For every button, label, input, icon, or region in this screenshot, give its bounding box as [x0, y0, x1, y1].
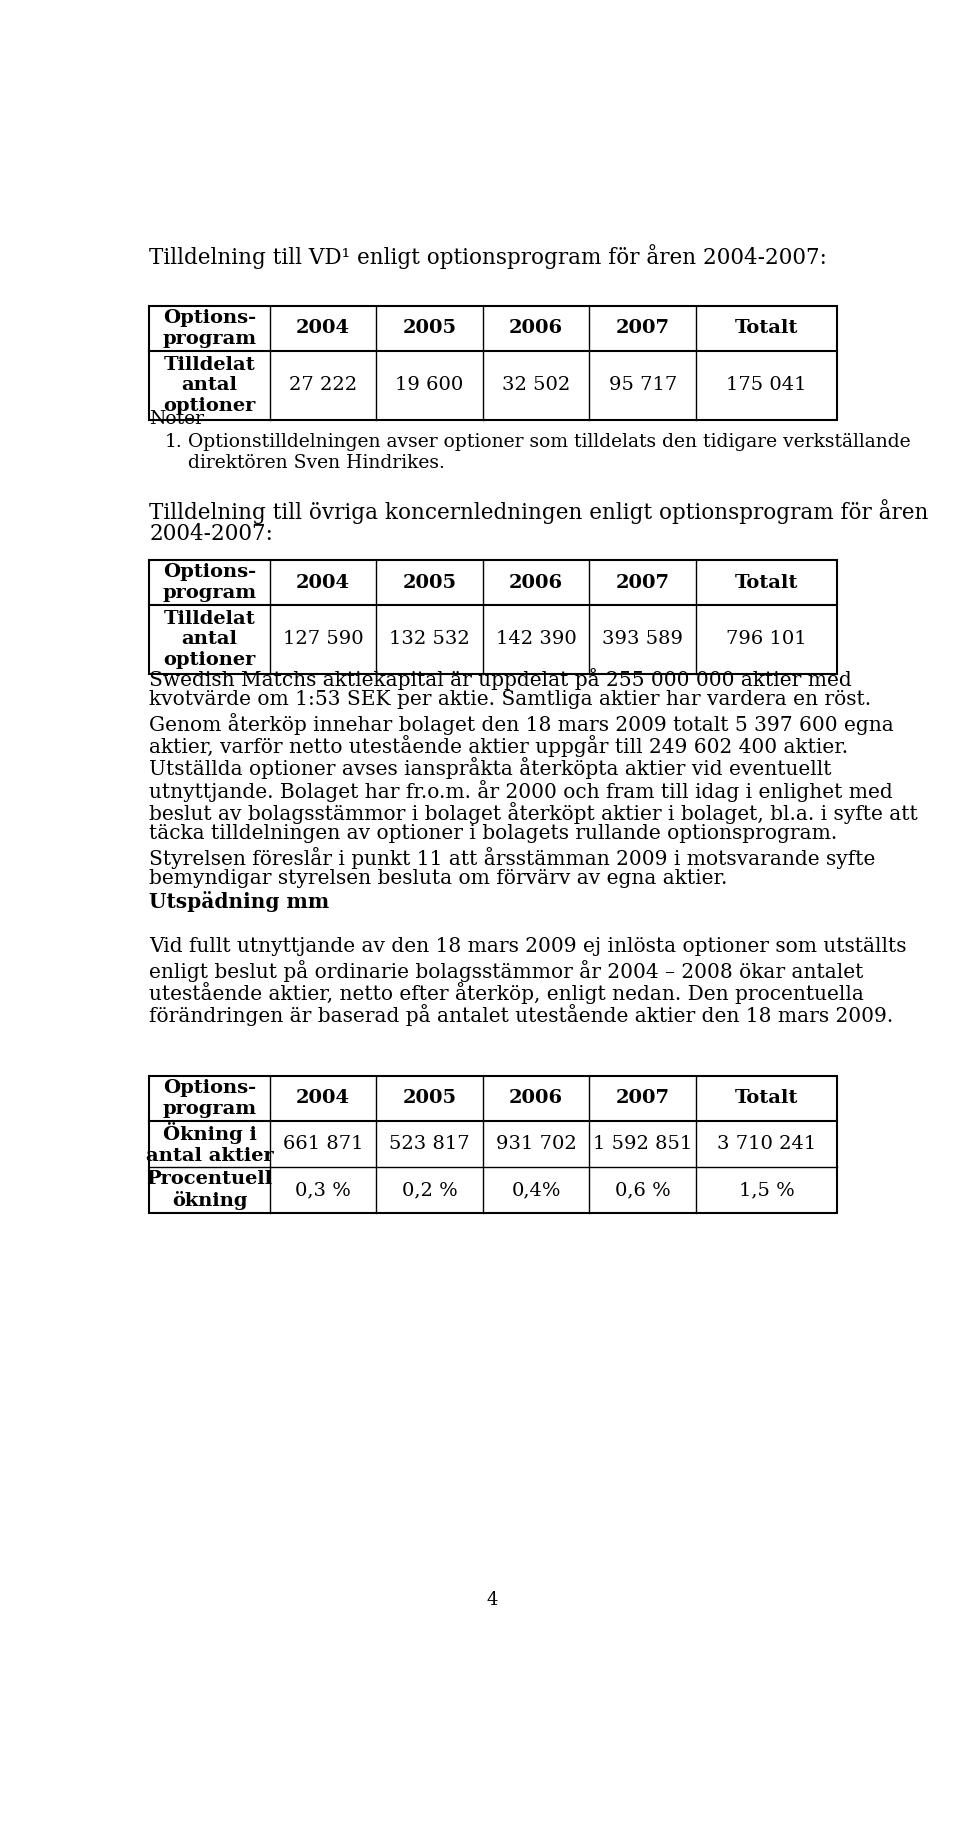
Text: Utspädning mm: Utspädning mm [150, 892, 329, 912]
Text: 3 710 241: 3 710 241 [717, 1134, 816, 1152]
Text: 2006: 2006 [509, 573, 564, 592]
Text: 661 871: 661 871 [283, 1134, 363, 1152]
Text: Swedish Matchs aktiekapital är uppdelat på 255 000 000 aktier med: Swedish Matchs aktiekapital är uppdelat … [150, 669, 852, 691]
Text: 2005: 2005 [402, 573, 457, 592]
Text: 95 717: 95 717 [609, 376, 677, 394]
Text: Totalt: Totalt [734, 1090, 798, 1107]
Text: 2004: 2004 [296, 573, 350, 592]
Text: 127 590: 127 590 [282, 630, 363, 649]
Text: 27 222: 27 222 [289, 376, 357, 394]
Bar [150, 306, 837, 420]
Text: 2004-2007:: 2004-2007: [150, 524, 274, 546]
Text: 523 817: 523 817 [389, 1134, 469, 1152]
Text: förändringen är baserad på antalet utestående aktier den 18 mars 2009.: förändringen är baserad på antalet utest… [150, 1004, 894, 1026]
Text: Procentuell
ökning: Procentuell ökning [147, 1171, 273, 1211]
Text: täcka tilldelningen av optioner i bolagets rullande optionsprogram.: täcka tilldelningen av optioner i bolage… [150, 824, 838, 843]
Text: 32 502: 32 502 [502, 376, 570, 394]
Text: 2007: 2007 [615, 319, 670, 337]
Text: utestående aktier, netto efter återköp, enligt nedan. Den procentuella: utestående aktier, netto efter återköp, … [150, 982, 864, 1004]
Text: Tilldelat
antal
optioner: Tilldelat antal optioner [163, 610, 255, 669]
Text: 0,6 %: 0,6 % [614, 1182, 670, 1198]
Text: Tilldelat
antal
optioner: Tilldelat antal optioner [163, 355, 255, 416]
Text: 2004: 2004 [296, 1090, 350, 1107]
Text: Optionstilldelningen avser optioner som tilldelats den tidigare verkställande
di: Optionstilldelningen avser optioner som … [188, 432, 911, 473]
Text: Options-
program: Options- program [162, 562, 256, 603]
Text: 1 592 851: 1 592 851 [593, 1134, 692, 1152]
Text: 2006: 2006 [509, 1090, 564, 1107]
Text: kvotvärde om 1:53 SEK per aktie. Samtliga aktier har vardera en röst.: kvotvärde om 1:53 SEK per aktie. Samtlig… [150, 691, 872, 709]
Text: 0,3 %: 0,3 % [295, 1182, 351, 1198]
Text: 2005: 2005 [402, 319, 457, 337]
Bar [150, 561, 837, 674]
Text: 796 101: 796 101 [726, 630, 806, 649]
Text: 2007: 2007 [615, 573, 670, 592]
Text: bemyndigar styrelsen besluta om förvärv av egna aktier.: bemyndigar styrelsen besluta om förvärv … [150, 868, 728, 889]
Text: 2007: 2007 [615, 1090, 670, 1107]
Text: 142 390: 142 390 [495, 630, 577, 649]
Text: aktier, varför netto utestående aktier uppgår till 249 602 400 aktier.: aktier, varför netto utestående aktier u… [150, 735, 849, 757]
Text: Noter: Noter [150, 410, 204, 429]
Text: enligt beslut på ordinarie bolagsstämmor år 2004 – 2008 ökar antalet: enligt beslut på ordinarie bolagsstämmor… [150, 960, 864, 982]
Text: Utställda optioner avses ianspråkta återköpta aktier vid eventuellt: Utställda optioner avses ianspråkta åter… [150, 757, 832, 779]
Text: Totalt: Totalt [734, 319, 798, 337]
Text: 931 702: 931 702 [495, 1134, 577, 1152]
Text: Options-
program: Options- program [162, 1079, 256, 1118]
Text: 175 041: 175 041 [726, 376, 806, 394]
Text: Ökning i
antal aktier: Ökning i antal aktier [146, 1123, 274, 1165]
Text: 0,2 %: 0,2 % [401, 1182, 458, 1198]
Text: Tilldelning till VD¹ enligt optionsprogram för åren 2004-2007:: Tilldelning till VD¹ enligt optionsprogr… [150, 244, 828, 269]
Text: 2004: 2004 [296, 319, 350, 337]
Text: 1.: 1. [165, 432, 182, 451]
Bar [150, 1075, 837, 1213]
Text: Genom återköp innehar bolaget den 18 mars 2009 totalt 5 397 600 egna: Genom återköp innehar bolaget den 18 mar… [150, 713, 894, 735]
Text: Options-
program: Options- program [162, 310, 256, 348]
Text: 0,4%: 0,4% [512, 1182, 561, 1198]
Text: Styrelsen föreslår i punkt 11 att årsstämman 2009 i motsvarande syfte: Styrelsen föreslår i punkt 11 att årsstä… [150, 846, 876, 868]
Text: 2006: 2006 [509, 319, 564, 337]
Text: 4: 4 [487, 1590, 497, 1608]
Text: Tilldelning till övriga koncernledningen enligt optionsprogram för åren: Tilldelning till övriga koncernledningen… [150, 498, 929, 524]
Text: utnyttjande. Bolaget har fr.o.m. år 2000 och fram till idag i enlighet med: utnyttjande. Bolaget har fr.o.m. år 2000… [150, 780, 893, 802]
Text: 1,5 %: 1,5 % [738, 1182, 794, 1198]
Text: 2005: 2005 [402, 1090, 457, 1107]
Text: 393 589: 393 589 [602, 630, 684, 649]
Text: Totalt: Totalt [734, 573, 798, 592]
Text: Vid fullt utnyttjande av den 18 mars 2009 ej inlösta optioner som utställts: Vid fullt utnyttjande av den 18 mars 200… [150, 938, 907, 956]
Text: 132 532: 132 532 [389, 630, 470, 649]
Text: beslut av bolagsstämmor i bolaget återköpt aktier i bolaget, bl.a. i syfte att: beslut av bolagsstämmor i bolaget återkö… [150, 802, 918, 824]
Text: 19 600: 19 600 [396, 376, 464, 394]
